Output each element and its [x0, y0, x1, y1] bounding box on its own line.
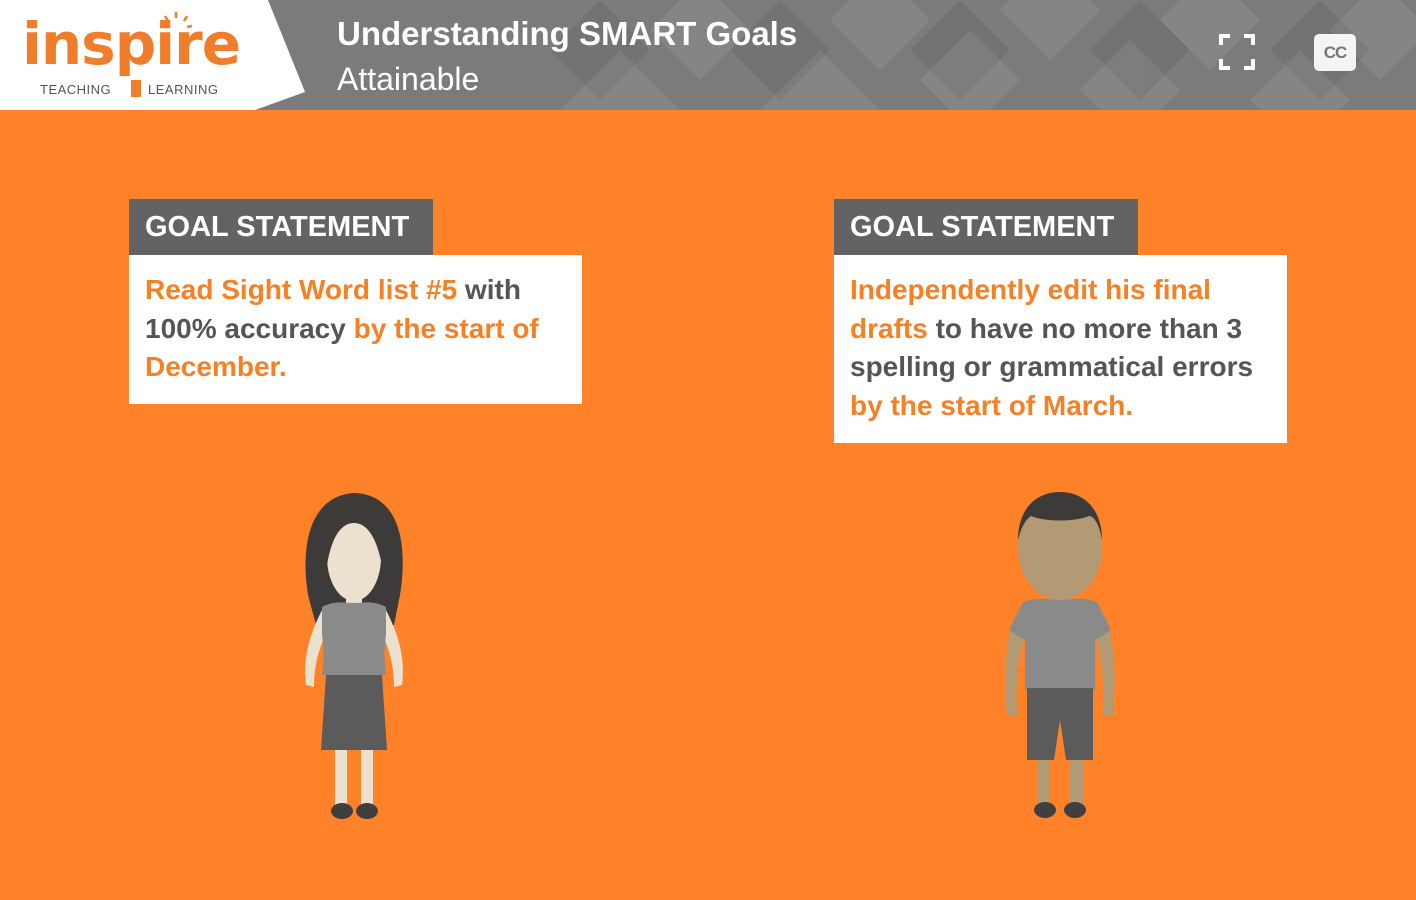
goal-label-1: GOAL STATEMENT: [129, 199, 433, 255]
goal-statement-1: Read Sight Word list #5 with 100% accura…: [129, 255, 582, 404]
male-student-figure: [1005, 492, 1115, 818]
header-pattern: [550, 0, 1416, 110]
goal-1-highlight-1: Read Sight Word list #5: [145, 274, 458, 305]
female-student-figure: [305, 493, 403, 819]
logo-tagline-right: LEARNING: [148, 82, 219, 97]
goal-statement-2: Independently edit his final drafts to h…: [834, 255, 1287, 443]
fullscreen-button[interactable]: [1218, 33, 1256, 71]
logo-tagline-left: TEACHING: [40, 82, 112, 97]
logo-background: [0, 0, 305, 110]
closed-captions-icon: CC: [1323, 43, 1348, 62]
closed-captions-button[interactable]: CC: [1314, 34, 1356, 71]
logo-divider: [131, 80, 141, 97]
header-bar: inspire TEACHING LEARNING Understanding …: [0, 0, 1416, 110]
course-title: Understanding SMART Goals: [337, 15, 798, 52]
goal-label-2: GOAL STATEMENT: [834, 199, 1138, 255]
logo: inspire TEACHING LEARNING: [0, 0, 305, 110]
goal-1-highlight-2: by the start of December.: [145, 312, 539, 383]
goal-2-text-1: to have no more than 3 spelling or gramm…: [850, 312, 1254, 383]
goal-2-highlight-1: Independently edit his final drafts: [850, 274, 1211, 344]
goal-1-text-1: with 100% accuracy: [145, 274, 521, 344]
slide-subtitle: Attainable: [337, 61, 480, 97]
goal-2-highlight-2: by the start of March.: [850, 389, 1134, 421]
fullscreen-icon: [1219, 34, 1255, 70]
logo-wordmark: inspire: [22, 10, 241, 78]
sun-icon: [159, 12, 193, 29]
